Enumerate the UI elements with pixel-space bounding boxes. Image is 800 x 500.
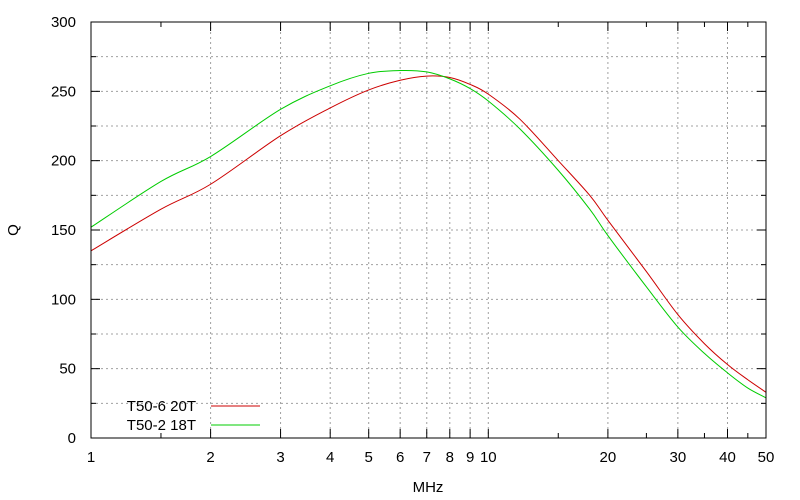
x-tick-label: 1 (87, 449, 95, 466)
y-tick-label: 150 (51, 222, 76, 239)
y-tick-label: 300 (51, 14, 76, 31)
x-tick-label: 3 (276, 449, 284, 466)
x-tick-label: 30 (670, 449, 687, 466)
grid-layer (91, 22, 766, 438)
tick-label-layer: 1 2 3 4 5 6 7 8 9 10 20 30 40 50 0 50 100 150 200 250 300 (51, 14, 774, 466)
x-tick-label: 20 (600, 449, 617, 466)
x-tick-label: 8 (446, 449, 454, 466)
y-tick-label: 50 (59, 361, 76, 378)
series-line-t50-2-18t (90, 69, 767, 399)
y-tick-label: 0 (68, 430, 76, 447)
x-tick-label: 9 (466, 449, 474, 466)
legend-label-t50-6: T50-6 20T (127, 398, 196, 415)
y-tick-label: 200 (51, 153, 76, 170)
x-tick-label: 10 (480, 449, 497, 466)
x-tick-label: 2 (206, 449, 214, 466)
x-tick-label: 50 (758, 449, 775, 466)
legend: T50-6 20T T50-2 18T (127, 398, 260, 434)
x-tick-label: 6 (396, 449, 404, 466)
x-tick-label: 40 (719, 449, 736, 466)
series-layer (90, 69, 767, 399)
x-tick-label: 4 (326, 449, 334, 466)
y-axis-label: Q (5, 224, 22, 236)
legend-label-t50-2: T50-2 18T (127, 417, 196, 434)
x-axis-label: MHz (413, 479, 444, 496)
series-line-t50-6-20t (90, 75, 767, 393)
y-tick-label: 100 (51, 291, 76, 308)
x-tick-label: 7 (423, 449, 431, 466)
x-tick-label: 5 (365, 449, 373, 466)
y-tick-label: 250 (51, 83, 76, 100)
plot-frame (90, 21, 767, 439)
